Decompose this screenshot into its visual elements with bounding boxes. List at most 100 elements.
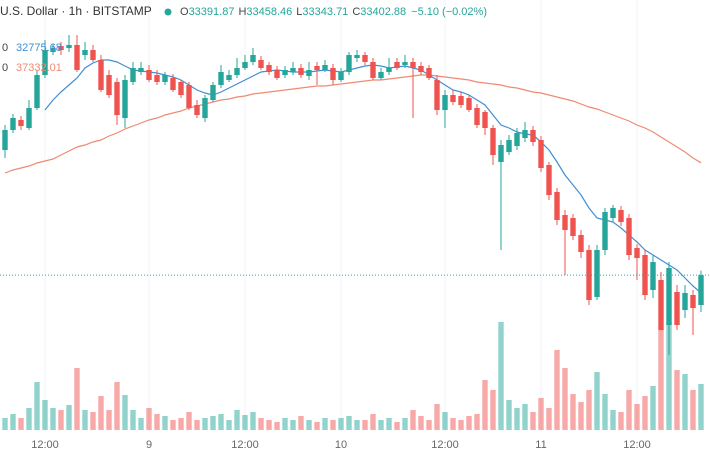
volume-bar <box>410 410 416 430</box>
candle-body <box>522 130 528 138</box>
x-tick-label: 12:00 <box>623 439 651 451</box>
candle-body <box>122 80 128 118</box>
candle-body <box>418 66 424 72</box>
volume-bar <box>218 414 224 430</box>
volume-bar <box>458 420 464 430</box>
candle-body <box>306 70 312 76</box>
volume-bar <box>146 408 152 430</box>
volume-bar <box>242 415 248 430</box>
ohlc-value: 33391.87 <box>189 6 235 18</box>
volume-bar <box>698 384 704 430</box>
volume-bar <box>562 368 568 430</box>
volume-bar <box>226 420 232 430</box>
volume-bar <box>506 400 512 430</box>
volume-bar <box>274 422 280 430</box>
volume-bar <box>538 398 544 430</box>
volume-bar <box>354 420 360 430</box>
candle-body <box>322 65 328 70</box>
volume-bar <box>530 412 536 430</box>
candle-body <box>314 66 320 70</box>
overlay-layer: 12:00 9 12:00 10 12:00 11 12:00 U.S. Dollar · 1… <box>0 4 710 451</box>
candle-body <box>210 85 216 100</box>
ohlc-label: O <box>180 6 189 18</box>
candle-body <box>602 212 608 250</box>
volume-bar <box>378 420 384 430</box>
change: −5.10 (−0.02%) <box>411 6 487 18</box>
volume-bar <box>66 405 72 430</box>
volume-bar <box>26 408 32 430</box>
candle-body <box>354 55 360 58</box>
volume-bar <box>178 418 184 430</box>
volume-bar <box>74 368 80 430</box>
x-tick-label: 11 <box>535 439 546 451</box>
volume-bar <box>434 404 440 430</box>
volume-bar <box>690 390 696 430</box>
candle-body <box>618 210 624 222</box>
candle-body <box>474 108 480 125</box>
candle-body <box>250 55 256 62</box>
candle-body <box>458 96 464 105</box>
volume-bar <box>234 410 240 430</box>
legend-value: 37332.01 <box>16 62 62 74</box>
candle-body <box>698 275 704 305</box>
volume-bar <box>570 394 576 430</box>
candle-body <box>514 133 520 146</box>
volume-bar <box>162 416 168 430</box>
volume-bar <box>130 410 136 430</box>
candle-body <box>370 62 376 78</box>
candle-body <box>394 62 400 68</box>
candle-body <box>146 70 152 80</box>
volume-bar <box>338 418 344 430</box>
volume-bar <box>154 414 160 430</box>
volume-bar <box>482 380 488 430</box>
candle-body <box>450 95 456 102</box>
volume-bar <box>650 386 656 430</box>
volume-bar <box>362 420 368 430</box>
ohlc-value: 33458.46 <box>246 6 292 18</box>
candle-body <box>162 75 168 82</box>
volume-bar <box>202 418 208 430</box>
volume-bar <box>450 418 456 430</box>
candle-body <box>530 130 536 142</box>
candle-body <box>658 280 664 330</box>
candle-body <box>106 75 112 95</box>
candle-body <box>466 98 472 110</box>
volume-bar <box>498 322 504 430</box>
chart-title: U.S. Dollar · 1h · BITSTAMP <box>0 4 152 18</box>
volume-bar <box>442 412 448 430</box>
volume-bar <box>386 418 392 430</box>
volume-bar <box>586 390 592 430</box>
candle-body <box>282 70 288 75</box>
volume-bar <box>394 422 400 430</box>
candle-body <box>170 78 176 90</box>
ohlc-label: C <box>352 6 360 18</box>
candle-body <box>562 215 568 230</box>
candle-body <box>42 50 48 75</box>
candle-body <box>386 68 392 72</box>
volume-bar <box>258 418 264 430</box>
volume-bar <box>50 408 56 430</box>
ma-line <box>4 74 702 174</box>
candle-body <box>202 98 208 118</box>
volume-bar <box>34 382 40 430</box>
volume-bar <box>554 350 560 430</box>
volume-bar <box>170 420 176 430</box>
candle-body <box>330 68 336 80</box>
candle-body <box>194 105 200 115</box>
candle-body <box>298 68 304 75</box>
volume-bar <box>18 418 24 430</box>
volume-bar <box>298 416 304 430</box>
candle-body <box>402 62 408 65</box>
candle-body <box>90 50 96 60</box>
volume-bar <box>666 322 672 430</box>
volume-bar <box>82 410 88 430</box>
candle-body <box>226 75 232 80</box>
candle-body <box>34 75 40 108</box>
candle-body <box>682 293 688 310</box>
x-tick-label: 12:00 <box>431 439 459 451</box>
candle-body <box>690 295 696 308</box>
candle-body <box>610 208 616 218</box>
candle-body <box>10 118 16 130</box>
volume-bar <box>138 418 144 430</box>
